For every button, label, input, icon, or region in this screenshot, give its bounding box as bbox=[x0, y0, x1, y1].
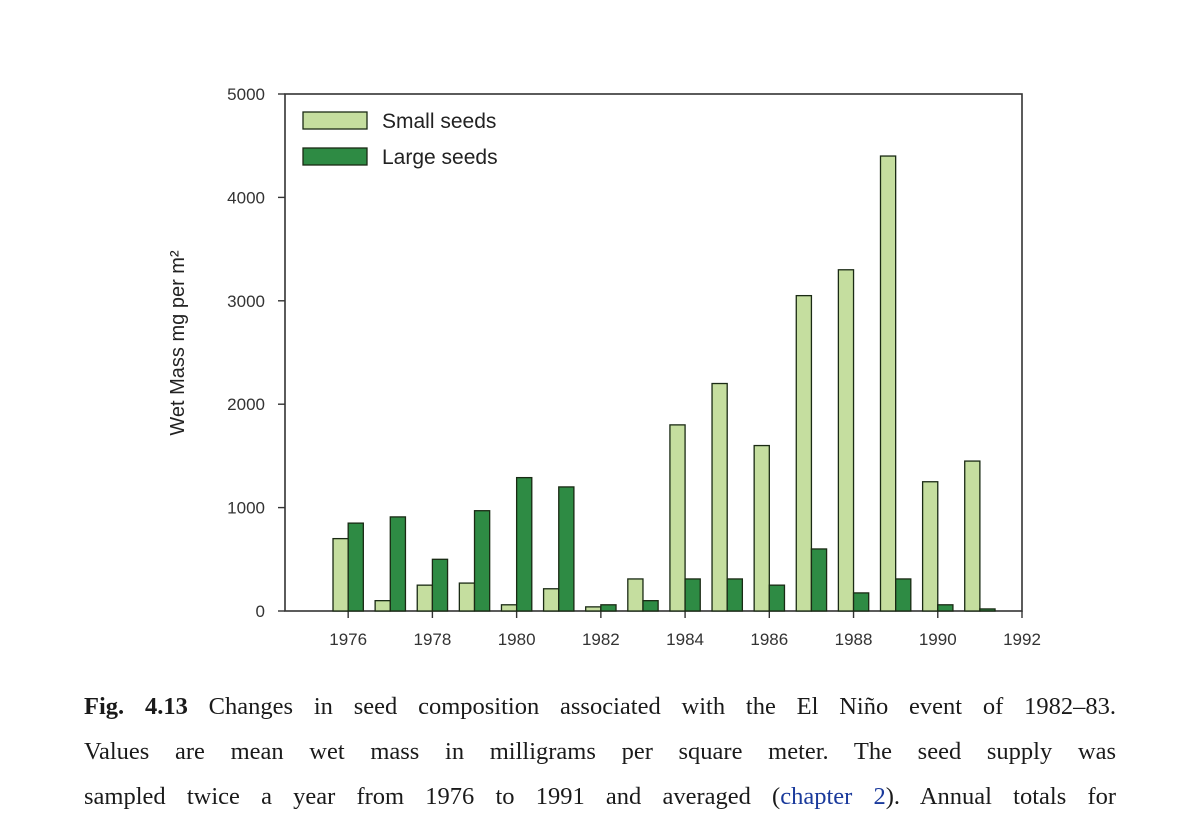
large-seeds-bar-1991 bbox=[979, 608, 996, 612]
small-seeds-bar-1976 bbox=[332, 537, 349, 612]
y-tick-label: 1000 bbox=[227, 499, 265, 518]
small-seeds-bar-1988 bbox=[837, 269, 855, 612]
y-axis: 0 1000 2000 3000 4000 5000 bbox=[227, 85, 285, 621]
small-seeds-bar-1985 bbox=[711, 382, 728, 612]
y-axis-label: Wet Mass mg per m² bbox=[167, 250, 189, 436]
chapter-link[interactable]: chapter 2 bbox=[780, 783, 886, 810]
caption-text-3b: ). Annual totals for bbox=[885, 783, 1117, 810]
large-seeds-bar-1986 bbox=[768, 584, 786, 612]
x-tick-label: 1988 bbox=[835, 630, 873, 649]
x-tick-label: 1976 bbox=[329, 630, 367, 649]
large-seeds-bar-1988 bbox=[852, 592, 870, 612]
small-seeds-bar-1989 bbox=[879, 155, 897, 612]
x-tick-label: 1982 bbox=[582, 630, 620, 649]
y-tick-label: 3000 bbox=[227, 292, 265, 311]
large-seeds-bar-1990 bbox=[937, 604, 954, 612]
y-tick-label: 5000 bbox=[227, 85, 265, 104]
small-seeds-bar-1983 bbox=[627, 578, 644, 612]
large-seeds-bar-1982 bbox=[600, 604, 617, 612]
legend-label: Small seeds bbox=[382, 110, 496, 133]
large-seeds-bar-1977 bbox=[389, 516, 407, 612]
large-seeds-bar-1989 bbox=[895, 578, 912, 612]
large-seeds-bar-1979 bbox=[473, 510, 491, 612]
caption-text-1: Changes in seed composition associated w… bbox=[208, 693, 1117, 720]
small-seeds-bar-1980 bbox=[500, 604, 518, 612]
caption-line-3: sampled twice a year from 1976 to 1991 a… bbox=[84, 774, 1116, 819]
x-tick-label: 1978 bbox=[413, 630, 451, 649]
large-seeds-bar-1983 bbox=[642, 600, 659, 612]
caption-line-2: Values are mean wet mass in milligrams p… bbox=[84, 738, 1116, 765]
x-tick-label: 1986 bbox=[750, 630, 788, 649]
y-tick-label: 2000 bbox=[227, 395, 265, 414]
small-seeds-bar-1984 bbox=[669, 424, 686, 612]
small-seeds-bar-1977 bbox=[374, 600, 391, 612]
x-axis: 1976 1978 1980 1982 1984 1986 1988 1990 1992 bbox=[329, 611, 1041, 649]
legend-swatch bbox=[302, 111, 368, 130]
caption-text-3a: sampled twice a year from 1976 to 1991 a… bbox=[84, 783, 781, 810]
small-seeds-bar-1990 bbox=[921, 481, 939, 612]
legend-swatch bbox=[302, 147, 368, 166]
small-seeds-bar-1987 bbox=[795, 294, 813, 612]
large-seeds-bar-1976 bbox=[347, 522, 364, 612]
small-seeds-bar-1991 bbox=[964, 460, 981, 612]
large-seeds-bar-1978 bbox=[431, 558, 449, 612]
bars bbox=[332, 155, 996, 612]
x-tick-label: 1992 bbox=[1003, 630, 1041, 649]
x-tick-label: 1984 bbox=[666, 630, 704, 649]
large-seeds-bar-1985 bbox=[726, 578, 744, 612]
large-seeds-bar-1987 bbox=[810, 548, 828, 612]
y-tick-label: 0 bbox=[256, 602, 265, 621]
caption-line-1: Fig. 4.13 Changes in seed composition as… bbox=[84, 684, 1116, 729]
x-tick-label: 1990 bbox=[919, 630, 957, 649]
large-seeds-bar-1980 bbox=[515, 476, 533, 612]
figure-label: Fig. 4.13 bbox=[84, 693, 188, 720]
small-seeds-bar-1978 bbox=[416, 584, 434, 612]
x-tick-label: 1980 bbox=[498, 630, 536, 649]
y-tick-label: 4000 bbox=[227, 188, 265, 207]
small-seeds-bar-1986 bbox=[753, 444, 770, 612]
small-seeds-bar-1982 bbox=[585, 606, 602, 612]
large-seeds-bar-1981 bbox=[558, 486, 575, 612]
legend: Small seeds Large seeds bbox=[302, 110, 498, 169]
small-seeds-bar-1979 bbox=[458, 582, 476, 612]
large-seeds-bar-1984 bbox=[684, 578, 701, 612]
small-seeds-bar-1981 bbox=[542, 588, 560, 612]
legend-label: Large seeds bbox=[382, 146, 498, 169]
figure-caption: Fig. 4.13 Changes in seed composition as… bbox=[84, 684, 1116, 819]
